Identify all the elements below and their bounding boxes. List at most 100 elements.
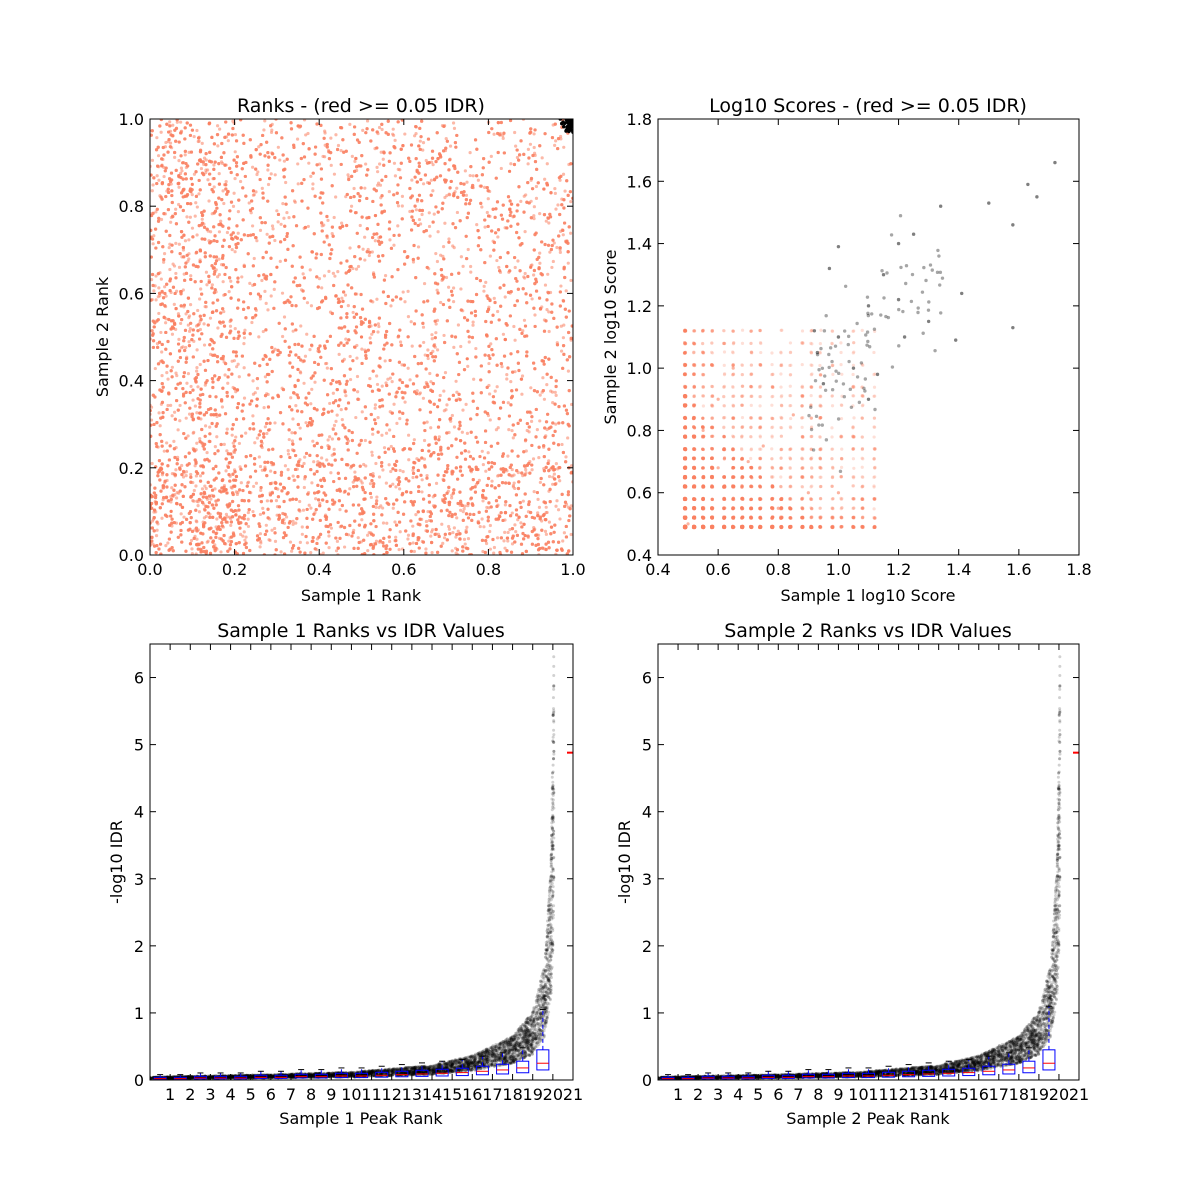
rank-point [566, 369, 571, 373]
rank-point [313, 380, 317, 384]
rank-point [188, 303, 193, 307]
rank-point [153, 366, 157, 371]
rank-point [488, 529, 492, 534]
rank-point [377, 475, 382, 479]
rank-point [554, 462, 558, 466]
rank-point [490, 479, 494, 483]
rank-point [157, 178, 161, 182]
rank-point [168, 267, 172, 272]
rank-point [456, 529, 460, 533]
rank-point [251, 509, 255, 514]
rank-point [299, 324, 303, 328]
rank-point [499, 166, 503, 171]
rank-point [519, 199, 523, 203]
rank-point [192, 488, 196, 493]
rank-point [445, 403, 449, 407]
rank-point [170, 332, 175, 336]
rank-point [430, 528, 435, 532]
rank-point [561, 172, 566, 176]
rank-point [482, 284, 486, 288]
rank-point [291, 522, 295, 526]
rank-point [461, 408, 465, 412]
rank-point [546, 272, 550, 276]
rank-point [337, 352, 341, 356]
rank-point [224, 180, 228, 184]
rank-point [382, 446, 387, 450]
rank-point [450, 413, 454, 418]
rank-point [412, 438, 416, 442]
rank-point [286, 468, 290, 472]
rank-point [400, 194, 405, 198]
rank-point [346, 304, 350, 308]
rank-point [327, 534, 331, 538]
rank-point [240, 275, 244, 279]
rank-point [417, 217, 422, 222]
rank-point [335, 413, 339, 417]
rank-point [520, 392, 524, 396]
rank-point [552, 241, 556, 245]
rank-point [430, 160, 434, 164]
rank-point [291, 417, 295, 421]
rank-point [175, 120, 179, 124]
rank-point [294, 404, 298, 408]
rank-point [164, 294, 168, 298]
rank-point [422, 438, 427, 443]
rank-point [354, 267, 359, 271]
rank-point [533, 313, 537, 317]
rank-point [475, 223, 479, 227]
rank-point [448, 144, 453, 148]
rank-point [383, 359, 387, 363]
rank-point [406, 366, 410, 370]
rank-point [162, 449, 166, 453]
rank-point [310, 481, 314, 485]
rank-point [545, 162, 549, 166]
rank-point [246, 524, 251, 529]
rank-point [164, 321, 168, 325]
rank-point [265, 232, 269, 236]
rank-point [501, 332, 506, 336]
rank-point [263, 375, 268, 379]
rank-point [320, 286, 324, 290]
rank-point [219, 160, 224, 164]
rank-point [274, 499, 279, 503]
rank-point [165, 441, 169, 445]
rank-point [503, 546, 507, 550]
rank-point [172, 439, 176, 444]
rank-point [447, 524, 451, 529]
rank-point [188, 326, 192, 331]
rank-point [168, 141, 173, 145]
rank-point [554, 552, 558, 555]
rank-point [247, 201, 251, 205]
rank-point [273, 238, 277, 243]
rank-point [269, 294, 273, 298]
rank-point [172, 302, 176, 306]
rank-point [221, 280, 225, 284]
rank-point [298, 426, 302, 430]
rank-point [373, 406, 377, 410]
rank-point [422, 281, 427, 286]
rank-point [225, 230, 230, 235]
rank-point [176, 455, 180, 459]
rank-point [386, 377, 390, 381]
rank-point [198, 327, 202, 332]
rank-point [434, 322, 438, 326]
rank-point [193, 404, 197, 408]
rank-point [193, 214, 197, 218]
rank-point [547, 520, 551, 524]
rank-point [522, 318, 527, 322]
rank-point [445, 194, 449, 198]
rank-point [157, 411, 161, 415]
rank-point [218, 127, 222, 131]
rank-point [496, 235, 500, 239]
rank-point [157, 311, 161, 316]
rank-point [384, 481, 388, 485]
rank-point [451, 286, 456, 290]
rank-point [194, 474, 199, 478]
rank-point [282, 315, 287, 319]
rank-point [272, 287, 276, 291]
rank-point [493, 389, 497, 393]
rank-point [481, 549, 485, 554]
rank-point [246, 480, 251, 484]
rank-point [553, 143, 557, 147]
rank-point [236, 231, 240, 235]
